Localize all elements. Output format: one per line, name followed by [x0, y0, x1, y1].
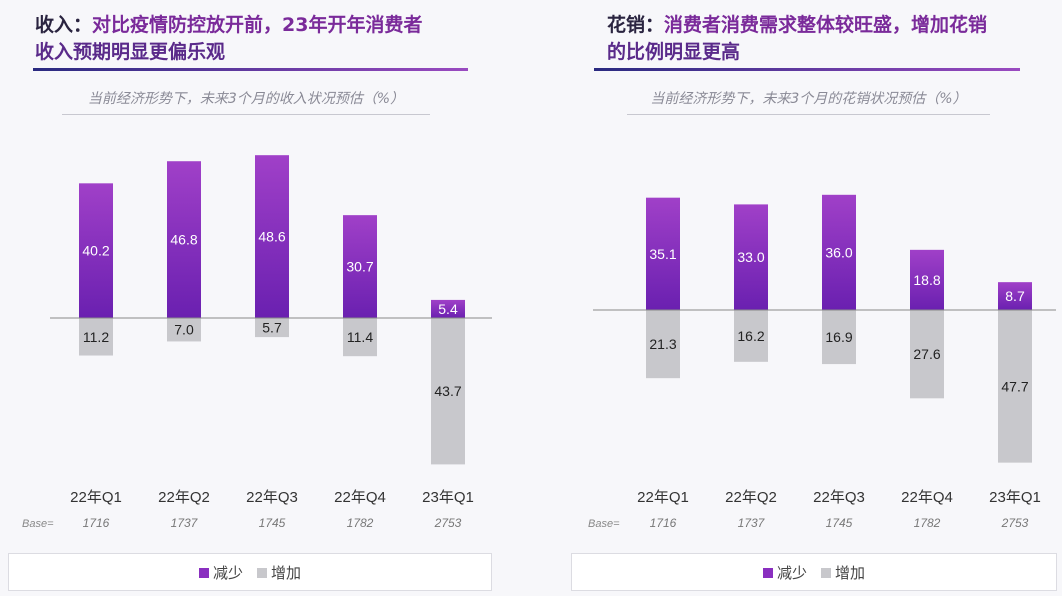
data-label-decrease: 40.2 [82, 243, 109, 259]
base-value: 1716 [650, 516, 677, 530]
data-label-increase: 43.7 [434, 383, 461, 399]
bar-decrease [343, 215, 377, 318]
bar-increase [822, 310, 856, 365]
category-label: 22年Q4 [334, 489, 386, 506]
chart-title: 收入：对比疫情防控放开前，23年开年消费者 收入预期明显更偏乐观 [35, 12, 422, 66]
chart-plot: 35.1 21.3 22年Q1 1716 33.0 16.2 22年Q2 1737 36.0 16… [588, 194, 1056, 530]
legend: 减少 增加 [8, 553, 492, 591]
bar-decrease [431, 299, 465, 318]
base-value: 1782 [347, 516, 374, 530]
bar-decrease [734, 204, 768, 310]
title-line2: 收入预期明显更偏乐观 [35, 41, 226, 63]
bar-increase [734, 310, 768, 362]
data-label-decrease: 46.8 [170, 232, 197, 248]
category-label: 22年Q2 [725, 489, 777, 506]
chart-title: 花销：消费者消费需求整体较旺盛，增加花销 的比例明显更高 [607, 12, 987, 66]
title-lead: 花销： [607, 14, 665, 36]
data-label-increase: 11.2 [83, 329, 109, 345]
category-label: 22年Q1 [70, 489, 122, 506]
legend-swatch-gray [257, 568, 267, 578]
income-chart-panel: 收入：对比疫情防控放开前，23年开年消费者 收入预期明显更偏乐观 当前经济形势下… [8, 12, 492, 591]
legend-item-decrease: 减少 [762, 562, 807, 583]
bar-decrease [646, 197, 680, 310]
title-line2: 的比例明显更高 [607, 41, 741, 63]
category-label: 22年Q1 [637, 489, 689, 506]
bar-decrease [255, 155, 289, 318]
legend-swatch-purple [762, 568, 773, 578]
data-label-decrease: 48.6 [258, 229, 285, 245]
data-label-decrease: 30.7 [346, 259, 373, 275]
data-label-increase: 47.7 [1001, 378, 1028, 394]
data-label-decrease: 8.7 [1005, 288, 1025, 304]
base-value: 1716 [83, 516, 110, 530]
bar-increase [910, 310, 944, 399]
base-label: Base= [22, 518, 54, 530]
title-lead: 收入： [35, 14, 93, 36]
legend-label: 减少 [776, 563, 807, 582]
title-rule [594, 68, 1020, 71]
data-label-decrease: 35.1 [649, 246, 676, 262]
data-label-increase: 5.7 [262, 320, 282, 336]
category-label: 22年Q4 [901, 489, 953, 506]
category-label: 22年Q3 [246, 489, 298, 506]
title-rest: 对比疫情防控放开前，23年开年消费者 [92, 14, 423, 36]
bar-decrease [998, 282, 1032, 310]
legend-item-increase: 增加 [257, 562, 301, 583]
base-value: 1745 [259, 516, 286, 530]
bar-increase [998, 310, 1032, 463]
base-value: 1737 [738, 516, 766, 530]
base-label: Base= [588, 518, 620, 530]
bar-decrease [910, 249, 944, 310]
category-label: 23年Q1 [422, 489, 474, 506]
data-label-increase: 16.2 [737, 328, 764, 344]
data-label-increase: 27.6 [913, 346, 940, 362]
legend-label: 增加 [835, 563, 866, 582]
legend-label: 减少 [212, 563, 243, 582]
base-value: 1745 [826, 516, 853, 530]
data-label-decrease: 5.4 [438, 301, 458, 317]
category-label: 22年Q2 [158, 489, 210, 506]
base-value: 2753 [1001, 516, 1029, 530]
title-rest: 消费者消费需求整体较旺盛，增加花销 [664, 14, 988, 36]
base-value: 1782 [914, 516, 941, 530]
chart-subtitle: 当前经济形势下，未来3个月的收入状况预估（%） [62, 88, 430, 115]
data-label-increase: 7.0 [174, 322, 194, 338]
chart-subtitle: 当前经济形势下，未来3个月的花销状况预估（%） [627, 88, 990, 115]
category-label: 22年Q3 [813, 489, 865, 506]
base-value: 1737 [171, 516, 199, 530]
legend-item-decrease: 减少 [198, 562, 243, 583]
data-label-increase: 11.4 [347, 329, 373, 345]
title-rule [33, 68, 468, 71]
spending-chart-panel: 花销：消费者消费需求整体较旺盛，增加花销 的比例明显更高 当前经济形势下，未来3… [531, 0, 1062, 596]
data-label-decrease: 18.8 [913, 272, 940, 288]
bar-decrease [79, 183, 113, 318]
legend-item-increase: 增加 [821, 562, 865, 583]
legend-label: 增加 [271, 563, 302, 582]
bar-increase [167, 318, 201, 342]
bar-increase [646, 310, 680, 379]
bar-increase [255, 318, 289, 338]
data-label-decrease: 36.0 [825, 244, 852, 260]
data-label-decrease: 33.0 [737, 249, 764, 265]
bar-increase [343, 318, 377, 357]
data-label-increase: 21.3 [649, 336, 676, 352]
legend-swatch-gray [821, 568, 831, 578]
base-value: 2753 [434, 516, 462, 530]
legend-swatch-purple [198, 568, 209, 578]
data-label-increase: 16.9 [825, 329, 852, 345]
bar-decrease [822, 194, 856, 310]
bar-increase [79, 318, 113, 356]
bar-decrease [167, 161, 201, 318]
legend: 减少 增加 [571, 553, 1057, 591]
chart-plot: 40.2 11.2 22年Q1 1716 46.8 7.0 22年Q2 1737 48.6 5.7… [22, 155, 492, 530]
bar-increase [431, 318, 465, 465]
category-label: 23年Q1 [989, 489, 1041, 506]
